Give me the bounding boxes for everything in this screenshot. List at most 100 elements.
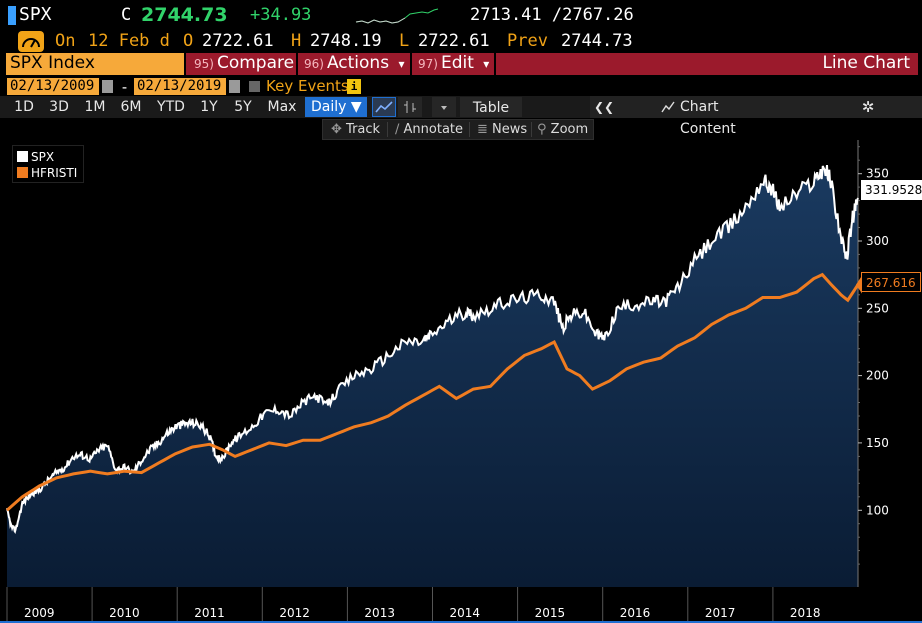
legend-item-hfristi[interactable]: HFRISTI	[17, 165, 77, 181]
x-tick-label: 2009	[24, 606, 55, 620]
chart-type-label[interactable]: Line Chart	[822, 53, 910, 73]
chart-style-dropdown[interactable]	[432, 97, 456, 117]
y-tick-label: 350	[866, 167, 889, 181]
x-tick-label: 2012	[279, 606, 310, 620]
annotate-label: Annotate	[403, 122, 464, 137]
spx-last-value: 331.9528	[861, 180, 922, 200]
zoom-button[interactable]: ⚲ Zoom	[537, 120, 588, 139]
edit-button[interactable]: 97) Edit ▾	[418, 53, 489, 75]
compare-button[interactable]: 95) Compare	[194, 53, 294, 75]
close-label: C	[121, 5, 132, 25]
compare-label: Compare	[216, 53, 295, 73]
last-price: 2744.73	[141, 4, 228, 26]
key-events-checkbox[interactable]	[249, 81, 260, 92]
y-tick-label: 200	[866, 369, 889, 383]
day-range: 2713.41 /2767.26	[470, 5, 634, 25]
start-date-input[interactable]: 02/13/2009	[7, 78, 99, 95]
x-axis-band	[0, 587, 922, 623]
legend-swatch	[17, 167, 28, 178]
low-label: L	[399, 31, 410, 51]
gear-icon[interactable]: ✲	[861, 98, 875, 116]
tool-divider	[387, 122, 388, 137]
on-label: On	[55, 31, 76, 51]
annotate-button[interactable]: ∕ Annotate	[395, 120, 463, 139]
collapse-icon[interactable]: ❮❮	[594, 100, 615, 114]
calendar-icon[interactable]	[102, 80, 113, 93]
date-separator: -	[120, 78, 130, 96]
range-1d[interactable]: 1D	[14, 99, 34, 115]
legend-swatch	[17, 151, 28, 162]
open-label: O	[183, 31, 194, 51]
info-icon[interactable]: i	[347, 79, 361, 94]
range-3d[interactable]: 3D	[49, 99, 69, 115]
legend-item-spx[interactable]: SPX	[17, 149, 54, 165]
net-change: +34.93	[250, 5, 312, 25]
x-tick-label: 2014	[450, 606, 481, 620]
chart-legend[interactable]: SPX HFRISTI	[12, 145, 84, 183]
crosshair-icon: ✥	[331, 122, 342, 137]
bar-chart-icon[interactable]	[398, 97, 422, 117]
frequency-dropdown[interactable]: Daily ▼	[305, 97, 367, 117]
chart-content-panel: ❮❮ Chart Content ✲	[590, 96, 922, 137]
end-date-input[interactable]: 02/13/2019	[134, 78, 226, 95]
chart-content-icon	[661, 101, 675, 113]
y-tick-label: 150	[866, 436, 889, 450]
range-1m[interactable]: 1M	[84, 99, 106, 115]
hfristi-series-line[interactable]	[6, 272, 860, 512]
menu-divider	[410, 53, 412, 75]
quote-header: SPX C 2744.73 +34.93 2713.41 /2767.26	[0, 0, 922, 30]
sparkline-icon	[355, 8, 439, 24]
calendar-icon[interactable]	[229, 80, 240, 93]
ticker-label[interactable]: SPX	[19, 4, 52, 25]
x-tick-label: 2013	[364, 606, 395, 620]
price-chart[interactable]: 2009 2010 2011 2012 2013 2014 2015 2016 2017 2018…	[0, 118, 922, 623]
pencil-icon: ∕	[395, 122, 400, 137]
news-label: News	[492, 122, 528, 137]
edit-label: Edit	[440, 53, 474, 73]
range-max[interactable]: Max	[267, 99, 297, 115]
actions-label: Actions	[326, 53, 390, 73]
actions-button[interactable]: 96) Actions ▾	[304, 53, 405, 75]
chart-content-label[interactable]: Chart Content	[680, 99, 736, 137]
ohlc-row: On 12 Feb d O 2722.61 H 2748.19 L 2722.6…	[0, 30, 922, 54]
x-tick-label: 2017	[705, 606, 736, 620]
compare-number: 95)	[194, 57, 214, 71]
range-toolbar: 1D 3D 1M 6M YTD 1Y 5Y Max Daily ▼ Table …	[0, 96, 922, 137]
gauge-icon[interactable]	[18, 31, 44, 52]
chart-tools: ✥ Track ∕ Annotate ≣ News ⚲ Zoom	[322, 119, 594, 140]
security-marker	[8, 6, 16, 25]
y-tick-label: 300	[866, 234, 889, 248]
news-icon: ≣	[477, 122, 488, 137]
as-of-date: 12 Feb d	[88, 31, 170, 51]
range-ytd[interactable]: YTD	[157, 99, 185, 115]
magnifier-icon: ⚲	[537, 122, 547, 137]
hfristi-last-value: 267.616	[861, 272, 921, 292]
actions-number: 96)	[304, 57, 324, 71]
open-value: 2722.61	[202, 31, 274, 51]
spx-area-fill	[7, 165, 858, 587]
x-tick-label: 2010	[109, 606, 140, 620]
date-range-row: 02/13/2009 - 02/13/2019 Key Events i	[0, 77, 922, 96]
range-5y[interactable]: 5Y	[234, 99, 252, 115]
edit-number: 97)	[418, 57, 438, 71]
news-button[interactable]: ≣ News	[477, 120, 527, 139]
chevron-down-icon: ▾	[483, 57, 490, 71]
hfristi-last-pointer	[856, 275, 862, 294]
table-button[interactable]: Table	[460, 97, 522, 117]
x-tick-label: 2015	[535, 606, 566, 620]
menu-divider	[494, 53, 496, 75]
prev-value: 2744.73	[561, 31, 633, 51]
prev-label: Prev	[507, 31, 548, 51]
x-tick-label: 2018	[790, 606, 821, 620]
key-events-label[interactable]: Key Events	[266, 77, 349, 95]
range-1y[interactable]: 1Y	[200, 99, 218, 115]
line-chart-icon[interactable]	[372, 97, 396, 117]
security-field[interactable]: SPX Index	[6, 53, 184, 75]
y-tick-label: 250	[866, 301, 889, 315]
track-button[interactable]: ✥ Track	[331, 120, 380, 139]
track-label: Track	[346, 122, 381, 137]
y-tick-label: 100	[866, 503, 889, 517]
legend-label: SPX	[31, 150, 55, 164]
range-6m[interactable]: 6M	[120, 99, 142, 115]
spx-series-line[interactable]	[6, 164, 859, 534]
